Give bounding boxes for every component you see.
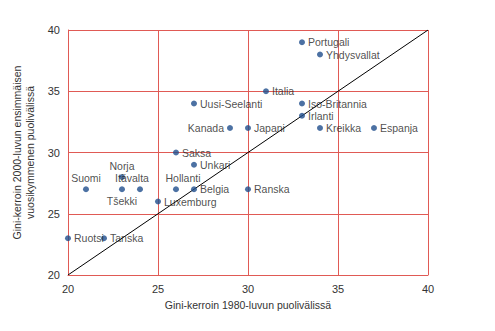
svg-text:30: 30: [242, 283, 254, 295]
svg-text:Gini-kerroin 1980-luvun puoliv: Gini-kerroin 1980-luvun puolivälissä: [165, 299, 331, 311]
svg-text:Iso-Britannia: Iso-Britannia: [308, 98, 367, 110]
svg-text:Italia: Italia: [272, 85, 294, 97]
svg-text:Saksa: Saksa: [182, 147, 211, 159]
svg-text:Luxemburg: Luxemburg: [164, 196, 217, 208]
svg-text:Irlanti: Irlanti: [308, 110, 334, 122]
svg-text:Tšekki: Tšekki: [107, 195, 137, 207]
svg-text:Suomi: Suomi: [71, 172, 101, 184]
svg-text:Portugali: Portugali: [308, 36, 349, 48]
svg-text:vuosikymmenen puolivälissä: vuosikymmenen puolivälissä: [24, 86, 36, 219]
svg-text:Espanja: Espanja: [380, 122, 418, 134]
svg-text:Itävalta: Itävalta: [115, 172, 149, 184]
svg-text:Ruotsi: Ruotsi: [74, 232, 104, 244]
svg-text:Norja: Norja: [109, 160, 134, 172]
svg-text:Kanada: Kanada: [188, 122, 224, 134]
svg-text:Ranska: Ranska: [254, 183, 290, 195]
svg-text:35: 35: [332, 283, 344, 295]
svg-text:25: 25: [152, 283, 164, 295]
svg-text:Yhdysvallat: Yhdysvallat: [326, 49, 380, 61]
svg-text:20: 20: [48, 269, 60, 281]
svg-text:Unkari: Unkari: [200, 159, 230, 171]
svg-text:30: 30: [48, 147, 60, 159]
svg-text:20: 20: [62, 283, 74, 295]
svg-text:25: 25: [48, 208, 60, 220]
svg-text:Tanska: Tanska: [110, 232, 143, 244]
svg-text:Hollanti: Hollanti: [165, 172, 200, 184]
svg-text:40: 40: [422, 283, 434, 295]
svg-text:40: 40: [48, 24, 60, 36]
svg-text:Gini-kerroin 2000-luvun ensimm: Gini-kerroin 2000-luvun ensimmäisen: [11, 65, 23, 239]
svg-text:Belgia: Belgia: [200, 183, 229, 195]
svg-text:Uusi-Seelanti: Uusi-Seelanti: [200, 98, 262, 110]
svg-text:Japani: Japani: [254, 122, 285, 134]
svg-text:35: 35: [48, 85, 60, 97]
svg-text:Kreikka: Kreikka: [326, 122, 361, 134]
